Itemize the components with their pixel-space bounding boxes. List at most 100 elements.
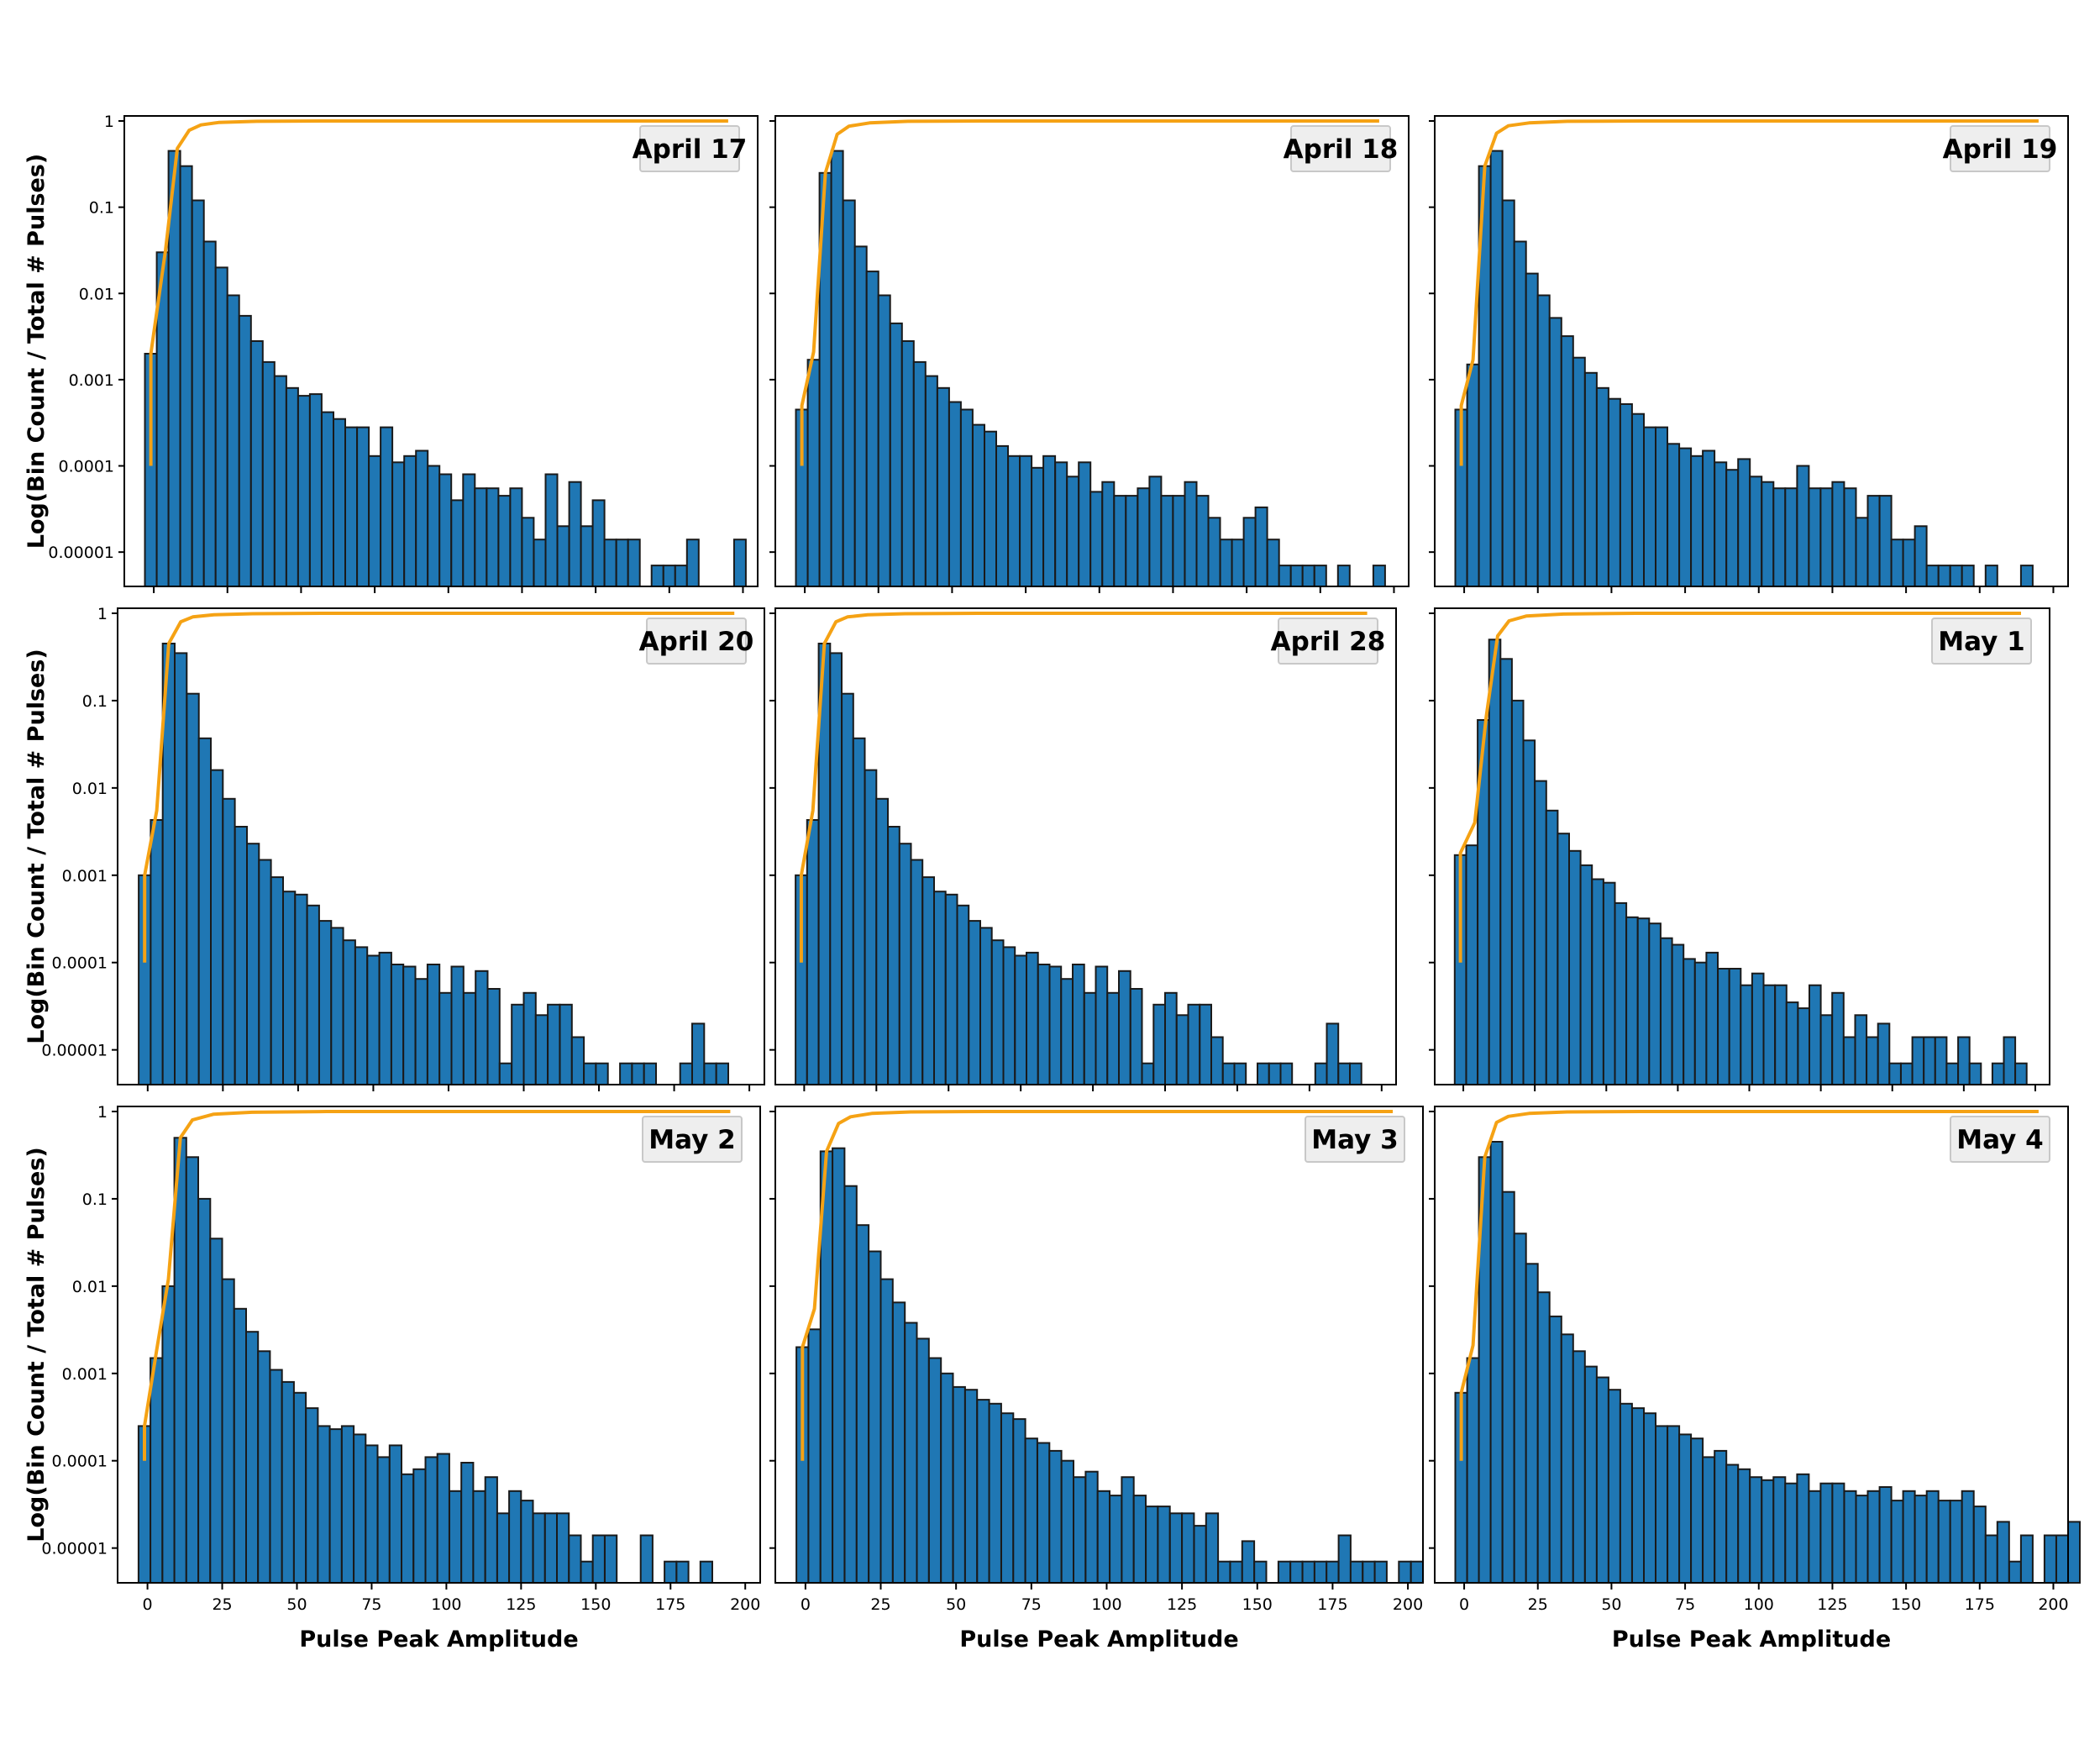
histogram-bar [1313, 565, 1327, 587]
histogram-bar [674, 565, 688, 587]
histogram-bar [1602, 881, 1616, 1085]
histogram-bar [368, 455, 382, 587]
histogram-bar [1866, 495, 1881, 587]
histogram-bar [944, 893, 958, 1086]
histogram-bar [1326, 1560, 1340, 1584]
histogram-bars [138, 643, 730, 1086]
histogram-bar [475, 970, 489, 1086]
histogram-bar [1254, 506, 1268, 588]
histogram-bar [269, 1369, 283, 1584]
x-tick-label: 175 [1317, 1595, 1347, 1614]
x-tick-label: 0 [143, 1595, 153, 1614]
histogram-bar [972, 423, 985, 587]
histogram-bar [959, 408, 974, 587]
histogram-bar [1207, 517, 1221, 587]
histogram-bar [497, 495, 512, 587]
histogram-bar [1525, 1263, 1539, 1584]
histogram-bar [643, 1062, 658, 1085]
histogram-bar [450, 965, 465, 1085]
histogram-bar [580, 525, 594, 587]
histogram-bar [522, 991, 537, 1086]
legend-label: May 1 [1938, 627, 2024, 657]
histogram-bar [1655, 1425, 1668, 1584]
histogram-bar [1614, 901, 1628, 1086]
histogram-bar [1031, 466, 1045, 587]
x-tick-label: 25 [1528, 1595, 1548, 1614]
histogram-bar [1501, 199, 1515, 587]
histogram-bar [1557, 833, 1571, 1085]
histogram-bar [1118, 970, 1131, 1086]
histogram-bar [1060, 978, 1074, 1085]
histogram-bar [1772, 1476, 1787, 1584]
legend-box [1950, 125, 2050, 172]
histogram-bar [732, 539, 747, 588]
panel-9: 0 25 50 75 100 125 150 175 200 May 4 Pulse Peak Am… [1429, 1106, 2081, 1653]
x-tick-label: 125 [1817, 1595, 1847, 1614]
histogram-bar [1751, 972, 1765, 1085]
x-tick-label: 75 [1021, 1595, 1042, 1614]
histogram-bar [1141, 1062, 1155, 1085]
x-tick-label: 125 [1167, 1595, 1197, 1614]
histogram-bar [1866, 1036, 1879, 1085]
histogram-bar [1693, 961, 1708, 1085]
histogram-bar [1113, 495, 1127, 587]
histogram-bar [1501, 1190, 1515, 1584]
histogram-bar [366, 954, 381, 1085]
histogram-bar [1466, 1357, 1480, 1584]
histogram-bar [1725, 1464, 1740, 1584]
histogram-bar [1199, 1003, 1213, 1086]
histogram-bar [924, 375, 938, 587]
histogram-bar [1054, 461, 1068, 587]
cumulative-curve [143, 612, 735, 963]
histogram-bar [214, 266, 228, 587]
histogram-bar [1797, 1007, 1810, 1085]
histogram-bar [1513, 240, 1527, 587]
histogram-bar [234, 826, 249, 1085]
histogram-bar [1900, 1062, 1914, 1085]
histogram-bar [591, 1534, 606, 1584]
histogram-bar [294, 893, 308, 1086]
histogram-bar [1301, 1560, 1315, 1584]
axes-frame [774, 1106, 1424, 1584]
histogram-bar [948, 401, 962, 587]
histogram-bar [1175, 1014, 1189, 1086]
histogram-bar [185, 1156, 200, 1584]
histogram-bar [639, 1534, 654, 1584]
histogram-bar [202, 240, 217, 587]
histogram-bar [1278, 565, 1292, 587]
x-tick-label: 150 [580, 1595, 611, 1614]
histogram-bar [1172, 495, 1186, 587]
histogram-bar [619, 1062, 633, 1085]
histogram-bar [321, 411, 334, 587]
histogram-bar [209, 1238, 223, 1584]
histogram-bar [380, 426, 394, 587]
histogram-bar [1866, 1490, 1881, 1584]
x-tick-label: 175 [655, 1595, 685, 1614]
x-tick-label: 0 [1459, 1595, 1469, 1614]
panel-grid: 1 0.1 0.01 0.001 0.0001 0.00001 April 17 Log(Bi… [24, 113, 2081, 1653]
histogram-bar [150, 819, 164, 1085]
histogram-bar [273, 375, 287, 587]
histogram-bar [889, 322, 903, 587]
histogram-bar [186, 692, 200, 1085]
histogram-bar [979, 927, 993, 1086]
y-tick-label: 0.1 [82, 692, 108, 711]
histogram-bar [1019, 455, 1033, 587]
histogram-bar [1221, 1062, 1236, 1085]
legend-label: April 17 [633, 134, 748, 165]
histogram-bar [1631, 1407, 1645, 1584]
histogram-bar [257, 1350, 271, 1584]
histogram-bar [282, 891, 297, 1085]
x-axis-label: Pulse Peak Amplitude [299, 1627, 578, 1653]
cumulative-curve [799, 612, 1368, 963]
histogram-bar [1749, 1476, 1763, 1584]
histogram-bar [1890, 539, 1904, 588]
legend-label: April 28 [1271, 627, 1386, 657]
histogram-bars [795, 1147, 1424, 1584]
cumulative-curve [143, 1110, 731, 1461]
histogram-bars [137, 1137, 713, 1584]
histogram-bar [2003, 1036, 2017, 1085]
histogram-bar [1961, 1490, 1975, 1584]
histogram-bar [249, 340, 264, 587]
histogram-bar [150, 1357, 164, 1584]
